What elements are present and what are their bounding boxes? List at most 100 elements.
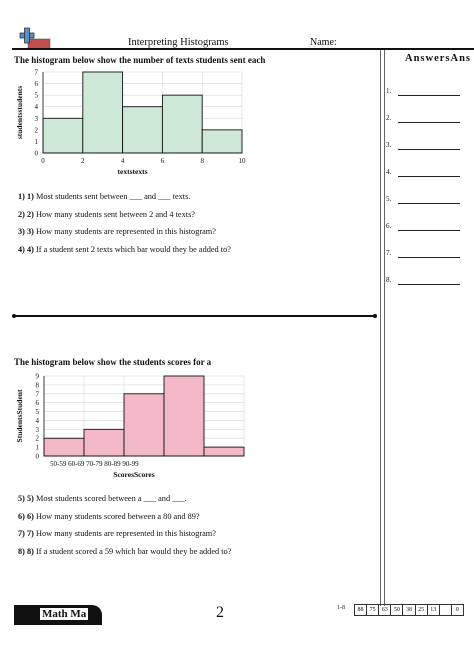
answer-number: 1. xyxy=(386,87,392,95)
answer-number: 2. xyxy=(386,114,392,122)
score-cell: 13 xyxy=(428,605,440,615)
histogram-bar xyxy=(163,375,205,457)
x-axis-label: ScoresScores xyxy=(113,470,154,479)
section-divider xyxy=(14,315,376,317)
question-number: 6) 6) xyxy=(18,511,36,521)
question-item: 7) 7) How many students are represented … xyxy=(18,529,216,538)
score-cell: 88 xyxy=(355,605,368,615)
question-item: 6) 6) How many students scored between a… xyxy=(18,512,200,521)
histogram-bar xyxy=(203,446,245,457)
score-cell-end: 0 xyxy=(455,607,459,613)
question-number: 3) 3) xyxy=(18,227,36,236)
answer-line[interactable] xyxy=(398,122,460,123)
x-axis-label: textstexts xyxy=(118,167,148,176)
score-cell: 38 xyxy=(403,605,416,615)
question-text: If a student scored a 59 which bar would… xyxy=(35,546,232,556)
y-tick-label: 3 xyxy=(36,426,40,434)
header-rule xyxy=(12,48,474,50)
question-item: 3) 3) How many students are represented … xyxy=(18,227,216,236)
x-tick-label: 10 xyxy=(239,157,247,165)
y-tick-label: 0 xyxy=(35,150,39,158)
y-tick-label: 2 xyxy=(35,126,39,134)
question-number: 4) 4) xyxy=(18,244,36,254)
question-item: 2) 2) How many students sent between 2 a… xyxy=(18,210,195,219)
answer-line[interactable] xyxy=(398,230,460,231)
histogram-bar xyxy=(43,437,85,457)
question-item: 1) 1) Most students sent between ___ and… xyxy=(18,192,190,201)
y-tick-label: 2 xyxy=(36,435,40,443)
question-number: 5) 5) xyxy=(18,494,36,503)
y-tick-label: 9 xyxy=(36,373,40,381)
y-tick-label: 6 xyxy=(35,80,39,88)
name-label: Name: xyxy=(310,37,337,48)
question-text: How many students are represented in thi… xyxy=(35,227,216,236)
y-tick-label: 0 xyxy=(36,453,40,461)
answer-line[interactable] xyxy=(398,257,460,258)
answer-number: 3. xyxy=(386,141,392,149)
answer-line[interactable] xyxy=(398,95,460,96)
score-table: 88 75 63 50 38 25 13 0 xyxy=(354,604,464,616)
answer-number: 8. xyxy=(386,276,392,284)
x-tick-label: 50-59 60-69 70-79 80-89 90-99 xyxy=(50,460,139,468)
answer-number: 4. xyxy=(386,168,392,176)
histogram-bar xyxy=(42,117,84,154)
answer-column-rule-inner xyxy=(384,50,385,606)
divider-dot-right xyxy=(373,314,377,318)
question-item: 5) 5) Most students scored between a ___… xyxy=(18,494,187,503)
answer-column-rule xyxy=(380,50,381,606)
answer-line[interactable] xyxy=(398,149,460,150)
worksheet-title: Interpreting Histograms xyxy=(128,37,229,48)
section2-heading: The histogram below show the students sc… xyxy=(14,357,212,367)
question-item: 4) 4) If a student sent 2 texts which ba… xyxy=(18,245,231,254)
question-text: How many students are represented in thi… xyxy=(35,529,216,538)
y-tick-label: 1 xyxy=(35,138,39,146)
score-cell: 63 xyxy=(379,605,392,615)
histogram-bar xyxy=(201,129,243,154)
x-tick-label: 8 xyxy=(200,157,204,165)
question-text: How many students sent between 2 and 4 t… xyxy=(35,209,195,219)
question-text: Most students scored between a ___ and _… xyxy=(35,494,187,503)
question-item: 8) 8) If a student scored a 59 which bar… xyxy=(18,547,231,556)
section1-heading: The histogram below show the number of t… xyxy=(14,55,266,65)
question-number: 8) 8) xyxy=(18,546,36,556)
histogram-bar xyxy=(161,94,203,154)
y-tick-label: 7 xyxy=(36,390,40,398)
y-tick-label: 3 xyxy=(35,115,39,123)
x-tick-label: 4 xyxy=(121,157,125,165)
question-text: Most students sent between ___ and ___ t… xyxy=(35,192,191,201)
y-tick-label: 5 xyxy=(36,408,40,416)
y-axis-label: studentsstudents xyxy=(15,86,24,139)
y-axis-label: StudentsStudent xyxy=(15,389,24,442)
y-tick-label: 6 xyxy=(36,399,40,407)
math-plus-logo-icon xyxy=(19,27,51,50)
histogram-bar xyxy=(83,428,125,457)
x-tick-label: 2 xyxy=(81,157,85,165)
question-number: 1) 1) xyxy=(18,192,36,201)
divider-dot-left xyxy=(12,314,16,318)
page-number: 2 xyxy=(216,604,224,621)
y-tick-label: 5 xyxy=(35,92,39,100)
score-cell xyxy=(440,605,452,615)
score-range-label: 1-8 xyxy=(337,605,345,611)
score-cell: 50 xyxy=(391,605,404,615)
texts-histogram: 0 1 2 3 4 5 6 7 0 2 4 6 8 10 textstexts studentsstudent… xyxy=(15,69,247,177)
score-cell: 25 xyxy=(416,605,428,615)
answers-heading: AnswersAns xyxy=(405,53,472,64)
y-tick-label: 4 xyxy=(35,103,39,111)
x-tick-label: 0 xyxy=(41,157,45,165)
answer-line[interactable] xyxy=(398,284,460,285)
question-number: 2) 2) xyxy=(18,209,36,219)
answer-number: 6. xyxy=(386,222,392,230)
y-tick-label: 7 xyxy=(35,69,39,77)
score-cell: 75 xyxy=(367,605,380,615)
footer-brand: Math Ma xyxy=(40,608,89,620)
y-tick-label: 8 xyxy=(36,381,40,389)
x-tick-label: 6 xyxy=(161,157,165,165)
question-number: 7) 7) xyxy=(18,529,36,538)
y-tick-label: 4 xyxy=(36,417,40,425)
answer-line[interactable] xyxy=(398,203,460,204)
answer-line[interactable] xyxy=(398,176,460,177)
question-text: How many students scored between a 80 an… xyxy=(35,511,200,521)
histogram-bar xyxy=(123,393,165,457)
